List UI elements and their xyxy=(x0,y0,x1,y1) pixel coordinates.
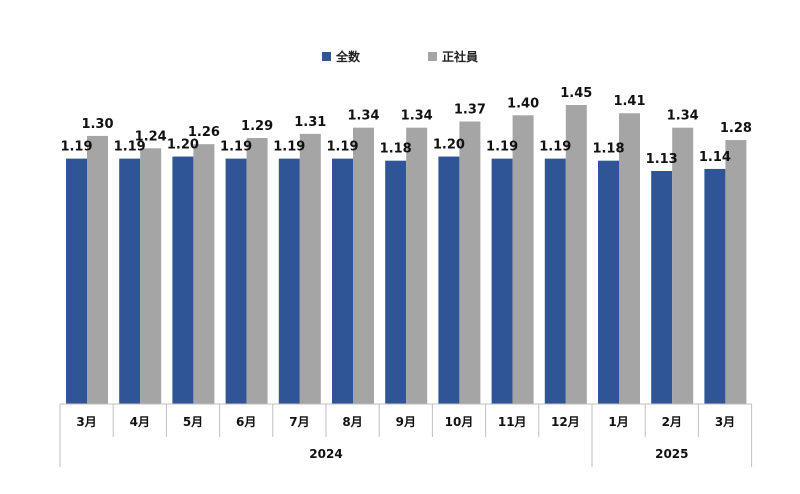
data-label-total-0: 1.19 xyxy=(60,140,92,155)
data-label-regular-0: 1.30 xyxy=(81,117,113,132)
bar-total-10 xyxy=(598,160,619,404)
year-label-0: 2024 xyxy=(309,447,342,461)
bar-total-8 xyxy=(491,158,513,404)
data-label-total-4: 1.19 xyxy=(273,140,305,155)
data-label-total-7: 1.20 xyxy=(433,138,465,153)
data-label-total-6: 1.18 xyxy=(380,142,412,157)
x-tick-label-2: 5月 xyxy=(183,415,203,429)
x-tick-label-0: 3月 xyxy=(76,415,96,429)
bar-total-4 xyxy=(278,158,300,404)
data-label-total-9: 1.19 xyxy=(539,140,571,155)
data-label-total-3: 1.19 xyxy=(220,140,252,155)
x-tick-label-3: 6月 xyxy=(236,415,256,429)
bars-layer xyxy=(66,105,747,405)
bar-regular-4 xyxy=(299,133,321,405)
data-label-regular-5: 1.34 xyxy=(347,109,379,124)
bar-regular-5 xyxy=(353,127,374,404)
data-label-regular-12: 1.28 xyxy=(720,121,752,136)
x-tick-label-11: 2月 xyxy=(662,415,682,429)
bar-regular-1 xyxy=(140,148,162,404)
year-label-1: 2025 xyxy=(655,447,688,461)
bar-regular-10 xyxy=(619,113,640,404)
x-tick-label-1: 4月 xyxy=(130,415,150,429)
bar-total-11 xyxy=(651,170,673,404)
data-label-regular-10: 1.41 xyxy=(613,94,645,109)
data-label-regular-4: 1.31 xyxy=(294,115,326,130)
bar-regular-9 xyxy=(565,105,587,404)
bar-total-12 xyxy=(704,168,726,404)
data-label-total-12: 1.14 xyxy=(699,150,731,165)
legend-swatch-0 xyxy=(322,52,331,61)
bar-regular-0 xyxy=(87,135,108,404)
data-label-total-5: 1.19 xyxy=(326,140,358,155)
data-label-regular-1: 1.24 xyxy=(135,129,167,144)
bar-total-7 xyxy=(438,156,460,404)
data-label-regular-11: 1.34 xyxy=(667,109,699,124)
data-label-regular-6: 1.34 xyxy=(401,109,433,124)
data-label-total-1: 1.19 xyxy=(114,140,146,155)
data-label-total-2: 1.20 xyxy=(167,138,199,153)
bar-total-0 xyxy=(66,158,87,404)
bar-regular-6 xyxy=(406,127,428,404)
x-tick-label-9: 12月 xyxy=(551,415,580,429)
data-label-regular-8: 1.40 xyxy=(507,96,539,111)
legend-label-0: 全数 xyxy=(335,49,361,64)
x-tick-label-12: 3月 xyxy=(715,415,735,429)
data-label-regular-2: 1.26 xyxy=(188,125,220,140)
data-label-regular-7: 1.37 xyxy=(454,102,486,117)
data-label-total-11: 1.13 xyxy=(646,152,678,167)
bar-total-3 xyxy=(225,158,247,404)
bar-total-2 xyxy=(172,156,194,404)
bar-regular-7 xyxy=(459,121,481,404)
x-tick-label-10: 1月 xyxy=(608,415,628,429)
data-label-total-10: 1.18 xyxy=(592,142,624,157)
bar-total-5 xyxy=(332,158,353,404)
value-labels-layer: 1.191.301.191.241.201.261.191.291.191.31… xyxy=(60,86,751,167)
legend: 全数 正社員 xyxy=(322,49,478,64)
legend-label-1: 正社員 xyxy=(442,49,478,64)
bar-regular-8 xyxy=(512,115,534,404)
bar-total-9 xyxy=(544,158,566,404)
bar-total-6 xyxy=(385,160,407,404)
x-tick-label-6: 9月 xyxy=(396,415,416,429)
bar-total-1 xyxy=(119,158,141,404)
bar-regular-11 xyxy=(672,127,694,404)
bar-regular-2 xyxy=(193,144,215,404)
x-tick-label-7: 10月 xyxy=(445,415,474,429)
x-tick-label-4: 7月 xyxy=(289,415,309,429)
legend-swatch-1 xyxy=(428,52,437,61)
data-label-regular-9: 1.45 xyxy=(560,86,592,101)
data-label-total-8: 1.19 xyxy=(486,140,518,155)
data-label-regular-3: 1.29 xyxy=(241,119,273,134)
x-axis: 3月 4月 5月 6月 7月 8月 9月 10月 11月 12月 1月 2月 3月 2024 2025 xyxy=(59,403,753,467)
x-tick-label-8: 11月 xyxy=(498,415,527,429)
bar-regular-3 xyxy=(246,137,268,404)
bar-regular-12 xyxy=(725,140,747,404)
x-tick-label-5: 8月 xyxy=(342,415,362,429)
